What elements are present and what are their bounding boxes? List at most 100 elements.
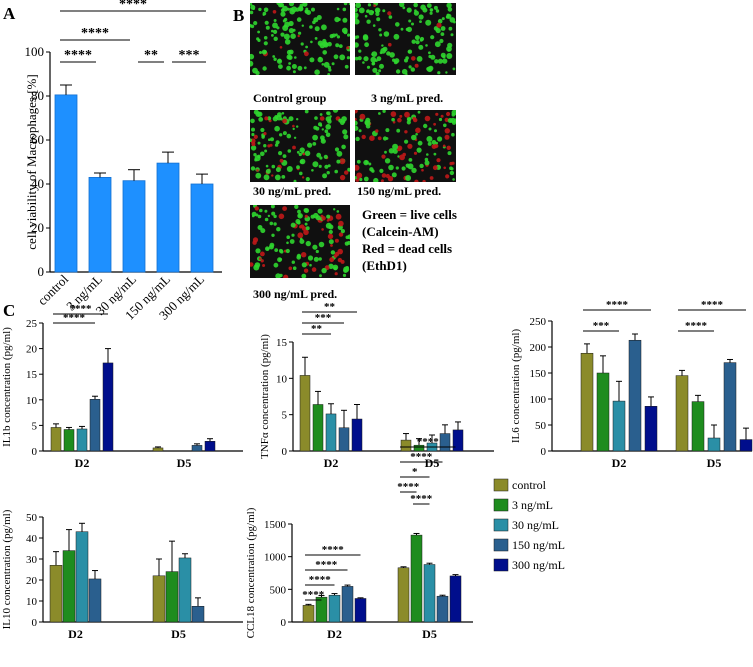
live-cell (286, 54, 292, 60)
x-group-label: D5 (171, 627, 186, 641)
live-cell (278, 151, 283, 156)
live-cell (406, 120, 411, 125)
live-cell (309, 57, 315, 63)
dead-cell (411, 56, 416, 61)
live-cell (347, 33, 350, 37)
significance-label: **** (410, 451, 433, 463)
live-cell (250, 145, 257, 151)
live-cell (370, 56, 377, 63)
bar (325, 413, 337, 452)
live-cell (288, 28, 294, 34)
dead-cell (282, 118, 287, 124)
dead-cell (339, 158, 346, 165)
live-cell (448, 26, 453, 31)
live-cell (319, 113, 323, 116)
live-cell (329, 34, 334, 39)
dead-cell (300, 224, 305, 229)
live-cell (311, 169, 314, 172)
live-cell (451, 113, 456, 117)
live-cell (342, 7, 347, 12)
live-cell (322, 173, 328, 179)
bar (723, 362, 737, 452)
live-cell (276, 58, 283, 64)
y-tick-label: 100 (25, 44, 45, 59)
live-cell (279, 133, 283, 137)
live-cell (363, 159, 369, 166)
y-tick-label: 20 (26, 575, 38, 587)
live-cell (300, 42, 304, 46)
live-cell (378, 69, 382, 73)
live-cell (319, 124, 323, 127)
live-cell (400, 27, 404, 31)
live-cell (334, 16, 340, 23)
significance-label: **** (322, 544, 345, 556)
bar (410, 534, 423, 623)
live-cell (310, 40, 313, 44)
dead-cell (399, 114, 403, 118)
legend-label: 300 ng/mL (512, 558, 565, 572)
live-cell (335, 33, 338, 37)
panel-c-letter: C (3, 301, 15, 320)
live-cell (404, 58, 408, 63)
live-cell (259, 208, 263, 213)
legend-label: 30 ng/mL (512, 518, 559, 532)
live-cell (385, 128, 390, 133)
live-cell (333, 266, 338, 271)
live-cell (257, 111, 263, 117)
live-cell (263, 36, 268, 40)
live-cell (434, 41, 441, 48)
dead-cell (414, 63, 419, 68)
live-cell (270, 205, 275, 209)
y-axis-label: IL1b concentration (pg/ml) (1, 327, 13, 447)
dead-cell (446, 145, 451, 150)
dead-cell (252, 237, 259, 243)
dead-cell (355, 110, 358, 114)
live-cell (336, 7, 340, 11)
y-tick-label: 100 (530, 394, 547, 406)
live-cell (450, 33, 454, 37)
live-cell (384, 158, 391, 164)
live-cell (378, 28, 382, 32)
live-cell (286, 65, 291, 71)
bar (50, 427, 62, 452)
live-cell (251, 211, 257, 217)
live-cell (299, 171, 303, 176)
live-cell (314, 37, 318, 40)
live-cell (255, 172, 262, 179)
live-cell (379, 33, 383, 37)
live-cell (298, 152, 302, 157)
live-cell (348, 3, 350, 6)
live-cell (293, 136, 297, 139)
dead-cell (271, 174, 274, 177)
live-cell (358, 7, 365, 14)
live-cell (449, 17, 456, 23)
live-cell (318, 56, 322, 60)
live-cell (419, 20, 422, 23)
live-cell (430, 54, 436, 60)
live-cell (418, 44, 424, 50)
live-cell (433, 152, 437, 156)
micrograph-legend-line: Red = dead cells (362, 241, 452, 256)
bar (299, 375, 311, 452)
significance-label: **** (64, 48, 92, 63)
significance-label: **** (309, 574, 332, 586)
significance-label: **** (81, 26, 109, 41)
micrograph-label: 300 ng/mL pred. (253, 287, 337, 301)
live-cell (265, 168, 271, 174)
live-cell (327, 73, 331, 75)
bar (191, 445, 203, 452)
dead-cell (444, 128, 450, 134)
x-group-label: D2 (612, 456, 627, 470)
live-cell (408, 19, 412, 23)
live-cell (434, 59, 439, 64)
dead-cell (272, 10, 277, 14)
live-cell (330, 250, 336, 255)
micrograph-label: Control group (253, 91, 327, 105)
live-cell (250, 4, 256, 10)
x-group-label: D5 (707, 456, 722, 470)
dead-cell (377, 136, 382, 141)
live-cell (342, 273, 347, 277)
live-cell (382, 9, 386, 13)
live-cell (274, 125, 280, 132)
live-cell (416, 56, 423, 62)
